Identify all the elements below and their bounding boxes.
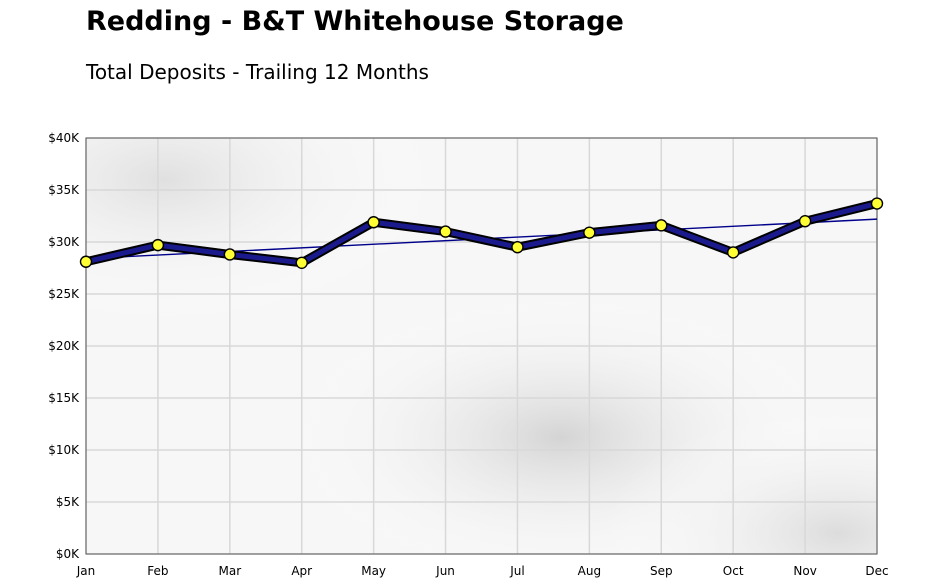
data-point (151, 238, 165, 252)
x-tick-label: Apr (291, 564, 312, 578)
chart-title: Redding - B&T Whitehouse Storage (86, 6, 624, 37)
x-tick-label: Jul (509, 564, 524, 578)
x-tick-label: Jun (435, 564, 455, 578)
plot-border (85, 137, 878, 555)
data-point (223, 248, 237, 261)
series-line (81, 199, 882, 268)
data-point (511, 240, 524, 254)
y-tick-label: $40K (48, 131, 80, 145)
data-point (583, 226, 596, 239)
x-tick-label: Dec (865, 564, 888, 578)
data-point (367, 216, 380, 229)
data-point (870, 197, 884, 210)
chart-subtitle: Total Deposits - Trailing 12 Months (86, 60, 429, 84)
x-tick-label: Aug (578, 564, 601, 578)
x-axis: Jan Feb Mar Apr May Jun Jul Aug Sep Oct Nov Dec (76, 564, 889, 578)
data-point (295, 256, 308, 269)
series-line-path (83, 201, 880, 266)
x-tick-label: Mar (218, 564, 241, 578)
data-point (439, 225, 452, 238)
x-tick-label: Oct (723, 564, 744, 578)
y-tick-label: $20K (48, 339, 80, 353)
data-point (79, 255, 93, 268)
x-tick-label: Sep (650, 564, 673, 578)
y-tick-label: $25K (48, 287, 80, 301)
x-tick-label: Feb (147, 564, 168, 578)
data-point (798, 214, 812, 228)
y-tick-label: $0K (56, 547, 80, 561)
x-tick-label: Jan (76, 564, 96, 578)
y-axis: $0K $5K $10K $15K $20K $25K $30K $35K $40K (48, 131, 80, 561)
y-tick-label: $30K (48, 235, 80, 249)
series-markers (79, 197, 884, 269)
y-tick-label: $35K (48, 183, 80, 197)
y-tick-label: $10K (48, 443, 80, 457)
x-tick-label: Nov (793, 564, 816, 578)
y-tick-label: $15K (48, 391, 80, 405)
data-point (655, 219, 668, 232)
y-tick-label: $5K (56, 495, 80, 509)
x-tick-label: May (361, 564, 386, 578)
data-point (726, 246, 740, 259)
